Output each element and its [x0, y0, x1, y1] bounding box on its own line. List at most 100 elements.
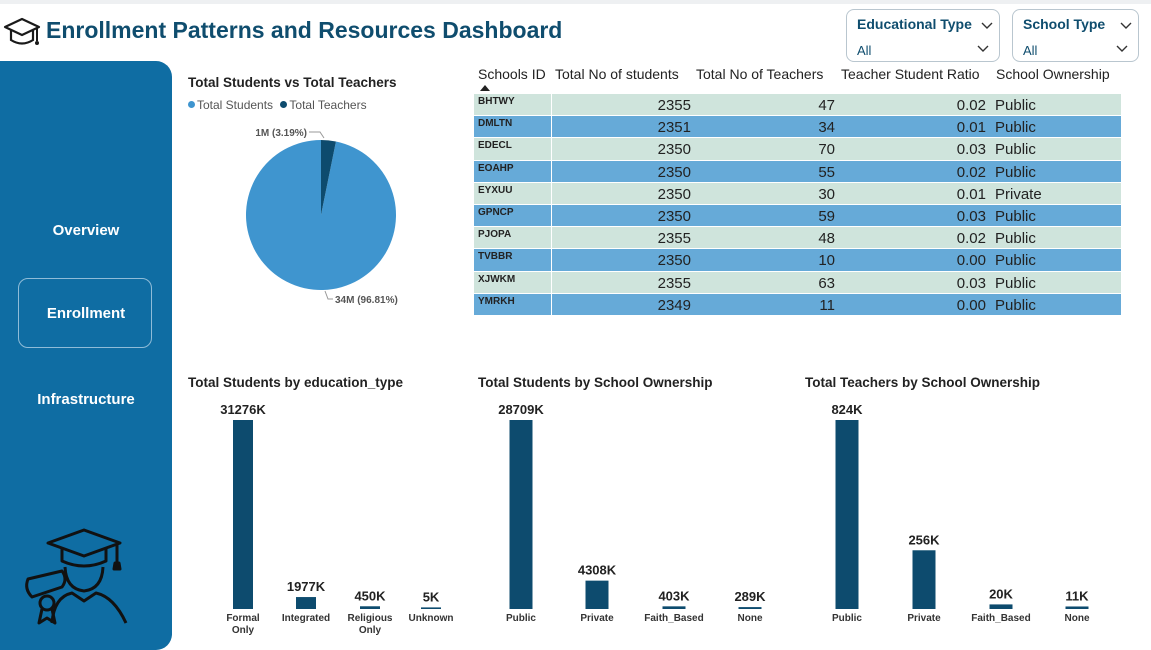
table-row[interactable]: GPNCP 2350 59 0.03 Public	[474, 204, 1121, 228]
bar-data-label: 824K	[831, 402, 863, 417]
category-label: Private	[907, 613, 941, 624]
cell-school-id: DMLTN	[478, 118, 513, 130]
bar[interactable]	[233, 420, 253, 609]
chart3-title: Total Teachers by School Ownership	[805, 375, 1041, 390]
category-label: Integrated	[282, 613, 330, 624]
table-row[interactable]: XJWKM 2355 63 0.03 Public	[474, 271, 1121, 294]
page-title: Enrollment Patterns and Resources Dashbo…	[46, 17, 563, 43]
cell-ownership: Public	[995, 97, 1036, 114]
bar[interactable]	[662, 606, 686, 609]
cell-ratio: 0.02	[956, 163, 986, 181]
educational-type-filter[interactable]: Educational Type All	[846, 9, 1000, 62]
bar-data-label: 1977K	[287, 579, 326, 594]
category-label: Only	[359, 625, 382, 636]
cell-teachers: 55	[818, 163, 835, 181]
cell-teachers: 63	[818, 274, 835, 292]
cell-school-id: EOAHP	[478, 162, 514, 174]
cell-teachers: 34	[818, 119, 835, 137]
cell-school-id: XJWKM	[478, 273, 516, 285]
table-row[interactable]: EOAHP 2350 55 0.02 Public	[474, 160, 1121, 183]
col-school-ownership[interactable]: School Ownership	[996, 66, 1110, 82]
cell-teachers: 11	[819, 296, 835, 314]
category-label: Religious	[347, 613, 392, 624]
dropdown-chevron-icon[interactable]	[1116, 45, 1128, 53]
category-label: Formal	[226, 613, 260, 624]
cell-ratio: 0.01	[956, 119, 986, 137]
pie-title: Total Students vs Total Teachers	[188, 75, 397, 90]
cell-students: 2350	[657, 141, 691, 159]
top-border	[0, 0, 1151, 4]
cell-teachers: 47	[818, 97, 835, 114]
pie-chart[interactable]: 1M (3.19%) 34M (96.81%)	[200, 115, 450, 320]
bar[interactable]	[585, 580, 609, 609]
table-row[interactable]: DMLTN 2351 34 0.01 Public	[474, 116, 1121, 139]
table-row[interactable]: PJOPA 2355 48 0.02 Public	[474, 227, 1121, 250]
chevron-down-icon[interactable]	[981, 22, 993, 30]
cell-teachers: 59	[818, 207, 835, 225]
bar-data-label: 403K	[658, 588, 690, 603]
chart2-title: Total Students by School Ownership	[478, 375, 713, 390]
cell-students: 2350	[657, 163, 691, 181]
table-header: Schools ID Total No of students Total No…	[474, 64, 1121, 94]
cell-ratio: 0.03	[956, 274, 986, 292]
nav-infrastructure[interactable]: Infrastructure	[37, 391, 135, 408]
bar[interactable]	[296, 597, 316, 609]
sidebar: Overview Enrollment Infrastructure	[0, 61, 172, 650]
cell-ratio: 0.00	[956, 252, 986, 270]
bar[interactable]	[509, 420, 533, 609]
graduate-with-diploma-icon	[25, 528, 128, 625]
nav-enrollment[interactable]: Enrollment	[46, 305, 126, 322]
educational-type-value[interactable]: All	[857, 43, 872, 58]
category-label: Private	[580, 613, 614, 624]
cell-teachers: 10	[818, 252, 835, 270]
cell-ownership: Public	[995, 207, 1036, 225]
table-row[interactable]: TVBBR 2350 10 0.00 Public	[474, 249, 1121, 272]
cell-ratio: 0.00	[956, 296, 986, 314]
cell-ratio: 0.03	[956, 141, 986, 159]
table-row[interactable]: BHTWY 2355 47 0.02 Public	[474, 94, 1121, 117]
cell-students: 2350	[657, 252, 691, 270]
bar[interactable]	[738, 607, 762, 609]
nav-overview[interactable]: Overview	[52, 222, 120, 239]
chart1-title: Total Students by education_type	[188, 375, 404, 390]
pie-legend: Total Students Total Teachers	[188, 98, 367, 112]
bar-data-label: 31276K	[220, 402, 266, 417]
bar-data-label: 289K	[734, 589, 766, 604]
col-teacher-student-ratio[interactable]: Teacher Student Ratio	[841, 66, 980, 82]
pie-slice-students[interactable]	[246, 140, 397, 290]
bar-data-label: 450K	[354, 588, 386, 603]
chevron-down-icon[interactable]	[1120, 22, 1132, 30]
bar[interactable]	[912, 550, 936, 609]
legend-students: Total Students	[197, 98, 274, 112]
school-type-filter[interactable]: School Type All	[1012, 9, 1139, 62]
table-row[interactable]: YMRKH 2349 11 0.00 Public	[474, 293, 1121, 316]
sort-ascending-icon[interactable]	[480, 85, 490, 91]
cell-school-id: GPNCP	[478, 206, 514, 218]
bar[interactable]	[835, 420, 859, 609]
table-row[interactable]: EDECL 2350 70 0.03 Public	[474, 138, 1121, 161]
table-row[interactable]: EYXUU 2350 30 0.01 Private	[474, 182, 1121, 205]
dropdown-chevron-icon[interactable]	[977, 45, 989, 53]
cell-students: 2350	[657, 185, 691, 203]
bar[interactable]	[360, 606, 380, 609]
col-schools-id[interactable]: Schools ID	[478, 66, 546, 82]
category-label: None	[1065, 613, 1090, 624]
category-label: Only	[232, 625, 255, 636]
col-total-teachers[interactable]: Total No of Teachers	[696, 66, 824, 82]
school-type-value[interactable]: All	[1023, 43, 1038, 58]
cell-teachers: 48	[818, 230, 835, 248]
bar[interactable]	[1065, 606, 1089, 609]
bar[interactable]	[421, 607, 441, 609]
nav-active-frame	[18, 278, 152, 348]
column-divider	[551, 227, 552, 250]
pie-slice-teachers[interactable]	[321, 140, 336, 215]
column-divider	[551, 138, 552, 161]
col-total-students[interactable]: Total No of students	[555, 66, 679, 82]
bar-data-label: 4308K	[578, 563, 617, 578]
bar-data-label: 28709K	[498, 402, 544, 417]
pie-leader-teachers	[309, 131, 325, 139]
cell-ownership: Public	[995, 163, 1036, 181]
cell-students: 2355	[657, 274, 691, 292]
bar[interactable]	[989, 604, 1013, 609]
